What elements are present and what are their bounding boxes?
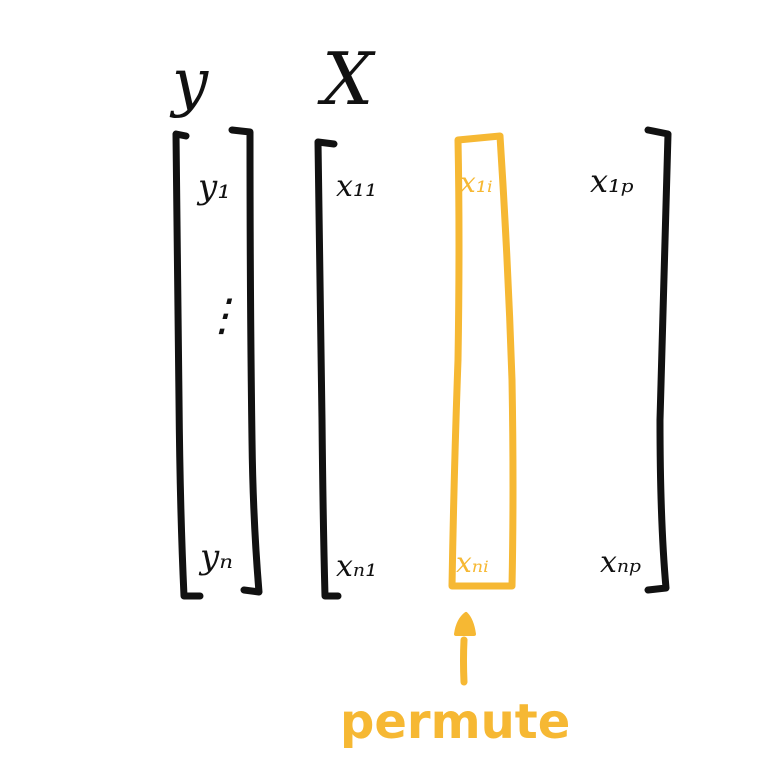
y-vector-ellipsis: ⋮ (200, 290, 244, 341)
y-vector-title: y (169, 46, 209, 120)
x-matrix-right-bracket (644, 126, 672, 594)
highlighted-column-top-entry: x₁ᵢ (460, 166, 493, 199)
highlighted-column-box (448, 132, 517, 590)
up-arrow-icon (454, 612, 476, 686)
x-matrix-title: X (317, 37, 376, 121)
x-col1-bottom-entry: xₙ₁ (336, 549, 377, 584)
y-vector-top-entry: y₁ (196, 167, 231, 207)
highlighted-column-bottom-entry: xₙᵢ (456, 546, 489, 579)
permute-caption: permute (340, 694, 570, 750)
y-vector-bracket (172, 126, 263, 600)
x-colp-bottom-entry: xₙₚ (600, 545, 641, 580)
x-matrix-left-bracket (314, 138, 342, 600)
y-vector-bottom-entry: yₙ (198, 537, 233, 577)
x-colp-top-entry: x₁ₚ (590, 162, 634, 200)
x-col1-top-entry: x₁₁ (336, 169, 377, 204)
